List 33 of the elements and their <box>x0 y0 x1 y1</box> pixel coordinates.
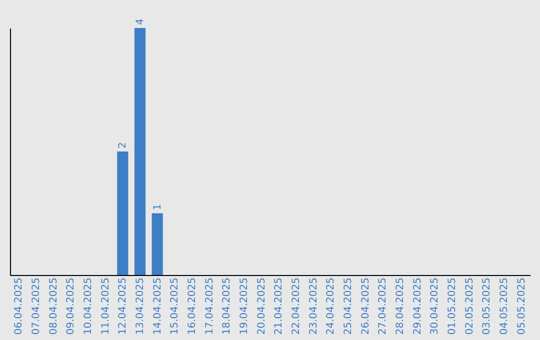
x-tick-label: 28.04.2025 <box>395 278 406 335</box>
x-tick-label: 29.04.2025 <box>412 278 424 335</box>
x-tick-label: 18.04.2025 <box>222 278 233 335</box>
x-tick-label: 13.04.2025 <box>135 278 146 335</box>
x-tick-label: 30.04.2025 <box>430 278 441 335</box>
x-tick-label: 01.05.2025 <box>447 278 458 335</box>
x-tick-label: 14.04.2025 <box>152 278 164 335</box>
x-tick-label: 06.04.2025 <box>14 278 25 335</box>
x-tick-label: 08.04.2025 <box>48 278 60 335</box>
x-tick-label: 15.04.2025 <box>170 278 181 335</box>
x-tick-label: 27.04.2025 <box>378 278 389 335</box>
x-tick-label: 24.04.2025 <box>326 278 337 335</box>
x-tick-label: 19.04.2025 <box>239 278 250 335</box>
x-tick-label: 09.04.2025 <box>66 278 77 335</box>
x-tick-label: 11.04.2025 <box>100 278 112 335</box>
x-tick-label: 03.05.2025 <box>482 278 493 335</box>
x-tick-label: 07.04.2025 <box>31 278 42 335</box>
x-tick-label: 17.04.2025 <box>204 278 216 335</box>
data-label: 4 <box>135 18 146 25</box>
x-tick-label: 05.05.2025 <box>516 278 528 335</box>
data-label: 2 <box>118 142 129 148</box>
x-tick-label: 12.04.2025 <box>118 278 129 335</box>
data-label: 1 <box>152 204 164 210</box>
x-tick-label: 10.04.2025 <box>83 278 94 335</box>
x-tick-label: 25.04.2025 <box>343 278 354 335</box>
x-tick-label: 16.04.2025 <box>187 278 198 335</box>
x-tick-label: 22.04.2025 <box>291 278 302 335</box>
x-tick-label: 02.05.2025 <box>464 278 476 335</box>
x-tick-label: 20.04.2025 <box>256 278 268 335</box>
x-tick-label: 04.05.2025 <box>499 278 510 335</box>
x-tick-label: 21.04.2025 <box>274 278 285 335</box>
x-tick-label: 26.04.2025 <box>360 278 372 335</box>
x-tick-label: 23.04.2025 <box>308 278 320 335</box>
